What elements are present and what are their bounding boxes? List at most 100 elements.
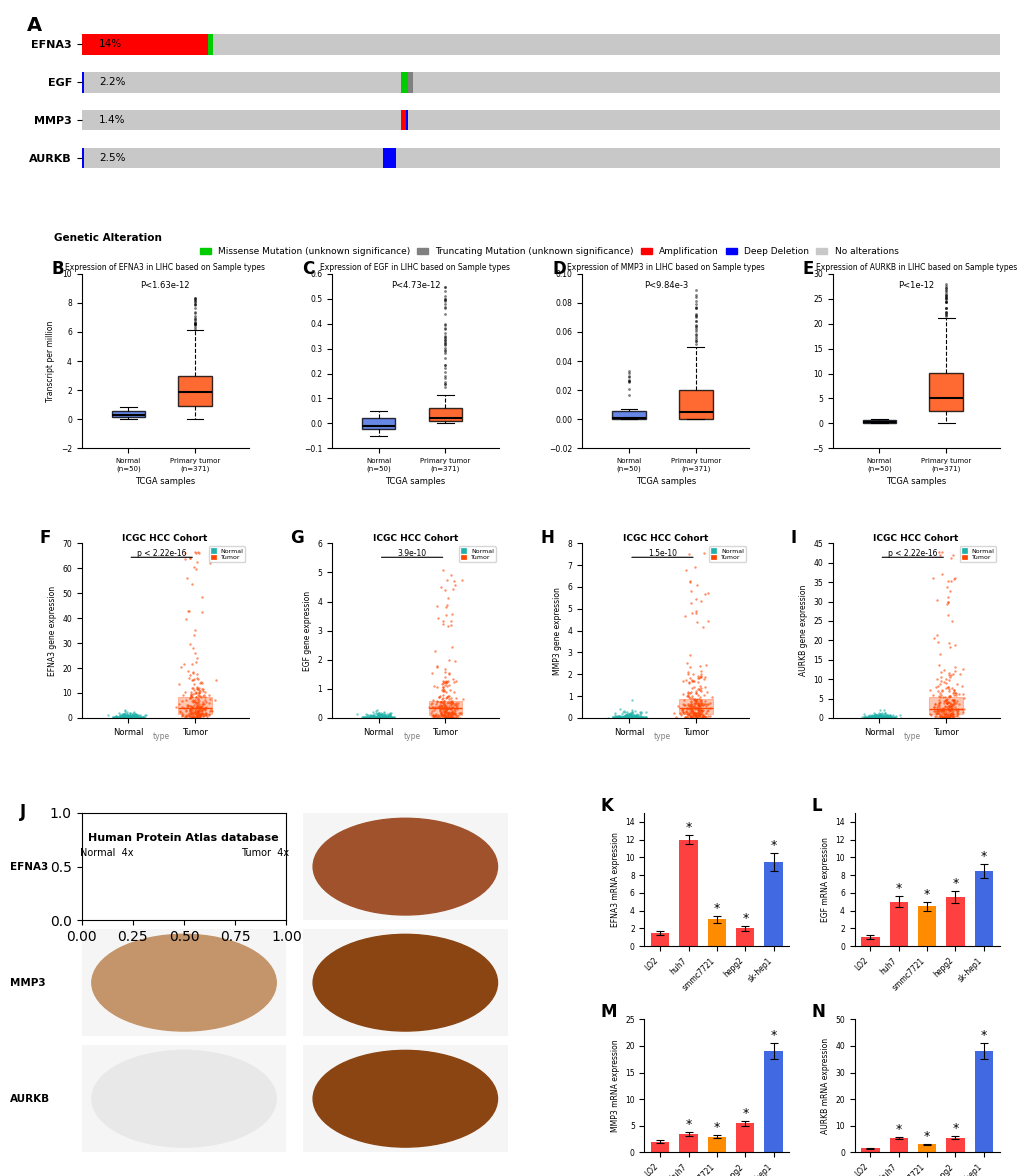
Point: [696, 668, 712, 687]
Point: [926, 707, 943, 726]
Point: [181, 548, 198, 567]
Point: [124, 708, 141, 727]
Point: [192, 674, 208, 693]
Point: [117, 708, 133, 727]
Point: [638, 708, 654, 727]
Point: [364, 708, 380, 727]
Point: [114, 708, 130, 727]
Point: [872, 708, 889, 727]
Point: [439, 708, 455, 727]
Point: [870, 707, 887, 726]
Point: [365, 706, 381, 724]
Point: [370, 707, 386, 726]
Point: [609, 708, 626, 727]
Point: [869, 707, 886, 726]
Point: [934, 661, 951, 680]
Point: [438, 703, 454, 722]
Point: [125, 704, 142, 723]
Point: [682, 706, 698, 724]
Point: [878, 708, 895, 727]
Point: [945, 686, 961, 704]
Point: [128, 707, 145, 726]
Point: [680, 700, 696, 719]
Point: [606, 703, 623, 722]
Point: [696, 707, 712, 726]
Point: [937, 679, 954, 697]
Point: [373, 708, 389, 727]
Point: [442, 707, 459, 726]
Point: [129, 708, 146, 727]
Point: [118, 708, 135, 727]
Point: [869, 706, 886, 724]
Point: [436, 701, 452, 720]
Point: [365, 708, 381, 727]
Point: [941, 696, 957, 715]
Point: [872, 708, 889, 727]
Point: [620, 708, 636, 727]
Point: [878, 708, 895, 727]
Point: [183, 701, 200, 720]
Point: [689, 673, 705, 691]
Point: [446, 695, 463, 714]
Legend: Missense Mutation (unknown significance), Truncating Mutation (unknown significa: Missense Mutation (unknown significance)…: [196, 243, 901, 260]
Point: [442, 699, 459, 717]
Point: [126, 706, 143, 724]
Point: [185, 696, 202, 715]
Point: [873, 703, 890, 722]
Point: [369, 704, 385, 723]
Point: [445, 703, 462, 722]
Point: [675, 694, 691, 713]
Point: [616, 706, 633, 724]
Point: [445, 701, 462, 720]
Point: [675, 703, 691, 722]
Point: [182, 700, 199, 719]
Point: [183, 699, 200, 717]
Point: [121, 707, 138, 726]
Point: [937, 708, 954, 727]
Point: [439, 703, 455, 722]
Point: [929, 701, 946, 720]
Point: [373, 706, 389, 724]
Point: [123, 707, 140, 726]
Point: [867, 708, 883, 727]
Point: [363, 706, 379, 724]
Point: [184, 708, 201, 727]
Point: [692, 679, 708, 697]
Point: [873, 707, 890, 726]
Point: [114, 707, 130, 726]
Point: [447, 706, 464, 724]
Point: [190, 689, 206, 708]
Point: [941, 687, 957, 706]
Point: [438, 606, 454, 624]
Point: [190, 664, 206, 683]
Point: [865, 707, 881, 726]
Point: [120, 707, 137, 726]
Point: [953, 676, 969, 695]
Point: [185, 626, 202, 644]
Point: [435, 697, 451, 716]
Point: [684, 706, 700, 724]
Point: [364, 707, 380, 726]
Point: [434, 706, 450, 724]
Point: [867, 708, 883, 727]
Point: [936, 704, 953, 723]
Point: [870, 708, 887, 727]
Point: [624, 706, 640, 724]
Bar: [946, 897, 964, 946]
Point: [431, 699, 447, 717]
Point: [190, 706, 206, 724]
Point: [619, 704, 635, 723]
Point: [189, 708, 205, 727]
Point: [123, 708, 140, 727]
Point: [613, 708, 630, 727]
Point: [117, 703, 133, 722]
Title: ICGC HCC Cohort: ICGC HCC Cohort: [122, 534, 208, 542]
Point: [189, 708, 205, 727]
Point: [611, 708, 628, 727]
Point: [606, 708, 623, 727]
Point: [697, 655, 713, 674]
Point: [618, 708, 634, 727]
Point: [427, 707, 443, 726]
Point: [444, 580, 461, 599]
Point: [930, 543, 947, 562]
